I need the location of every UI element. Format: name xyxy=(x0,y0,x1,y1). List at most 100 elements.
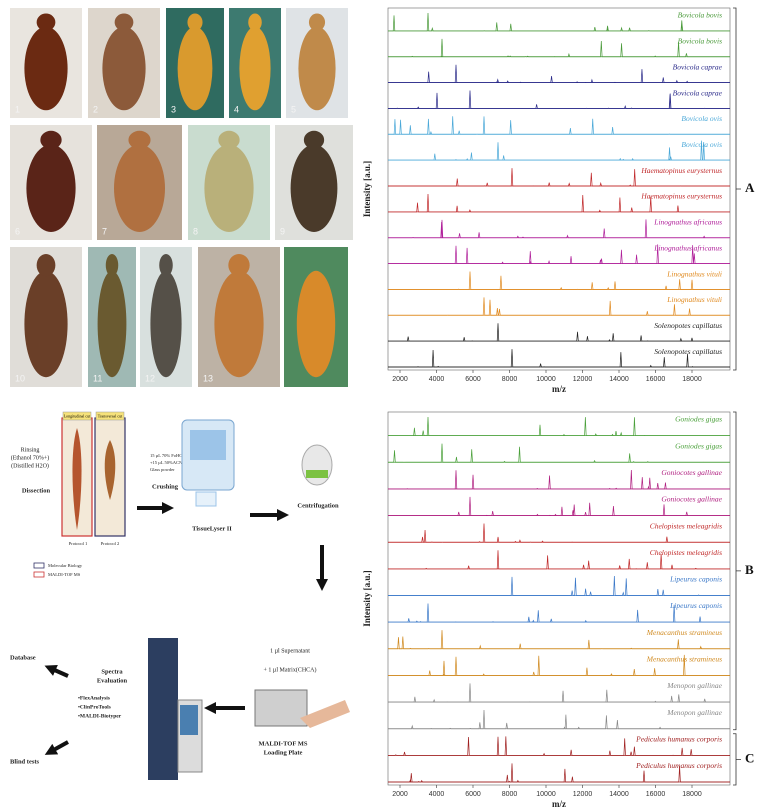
plot-frame xyxy=(387,7,731,371)
bracket xyxy=(733,7,741,371)
centrifuge-image xyxy=(301,444,333,486)
species-label: Menacanthus stramineus xyxy=(646,655,722,664)
louse-head xyxy=(105,254,119,277)
spectrum-trace xyxy=(388,550,730,570)
louse-head xyxy=(36,254,56,277)
x-tick-label: 10000 xyxy=(536,791,556,798)
text: Database xyxy=(10,654,36,661)
louse xyxy=(102,26,146,111)
species-label: Linognathus vituli xyxy=(666,295,722,304)
species-label: Haematopinus eurysternus xyxy=(640,166,722,175)
spectrum-trace xyxy=(388,140,730,161)
spectrum-trace xyxy=(388,736,730,756)
louse xyxy=(24,26,68,111)
louse-drawing xyxy=(72,428,82,530)
spectrum-trace xyxy=(388,244,730,264)
text: (Distilled H2O) xyxy=(11,462,49,469)
x-tick-label: 8000 xyxy=(502,791,518,798)
louse-head xyxy=(159,254,173,277)
species-label: Linognathus africanus xyxy=(653,243,722,252)
louse-head xyxy=(308,13,326,32)
louse-head xyxy=(228,254,250,277)
text: •ClinProTools xyxy=(78,704,111,710)
x-tick-label: 2000 xyxy=(392,791,408,798)
species-label: Bovicola caprae xyxy=(673,88,723,97)
bracket xyxy=(733,411,741,731)
photo-number: 10 xyxy=(15,373,25,383)
louse-head xyxy=(187,13,203,32)
x-tick-label: 6000 xyxy=(465,791,481,798)
louse-head xyxy=(36,13,56,32)
text: Evaluation xyxy=(97,677,128,684)
spectra-panels: Bovicola bovis Bovicola bovis Bovicola cap… xyxy=(362,7,755,809)
photo-number: 7 xyxy=(102,226,107,236)
text: Crushing xyxy=(152,483,179,490)
species-label: Menopon gallinae xyxy=(666,708,722,717)
species-label: Menopon gallinae xyxy=(666,681,722,690)
photo-number: 8 xyxy=(193,226,198,236)
photo-number: 12 xyxy=(145,373,155,383)
label-box xyxy=(62,411,92,421)
louse xyxy=(204,144,254,232)
label: Transversal cut xyxy=(98,413,123,418)
louse xyxy=(177,26,213,111)
louse xyxy=(214,270,264,378)
photo-number: 9 xyxy=(280,226,285,236)
x-tick-label: 16000 xyxy=(646,376,666,383)
species-label: Goniodes gigas xyxy=(675,441,722,450)
species-label: Goniocotes gallinae xyxy=(661,495,722,504)
louse-head xyxy=(248,13,262,32)
louse-drawing xyxy=(104,440,116,500)
louse xyxy=(239,26,271,111)
y-axis-label: Intensity [a.u.] xyxy=(362,161,372,217)
x-tick-label: 4000 xyxy=(429,791,445,798)
plate-image xyxy=(254,689,308,727)
x-axis-label: m/z xyxy=(552,799,566,809)
species-label: Menacanthus stramineus xyxy=(646,628,722,637)
photo-grid: 1 2 3 4 56 7 8 910 11 12 13 xyxy=(10,8,353,387)
spectrum-trace xyxy=(388,64,730,83)
species-label: Solenopotes capillatus xyxy=(654,347,722,356)
louse xyxy=(296,270,336,378)
species-label: Bovicola bovis xyxy=(678,37,722,46)
x-tick-label: 2000 xyxy=(392,376,408,383)
workflow: Longitudinal cut Transversal cut Rinsing… xyxy=(10,411,350,780)
x-tick-label: 18000 xyxy=(682,791,702,798)
species-label: Linognathus vituli xyxy=(666,269,722,278)
species-label: Bovicola bovis xyxy=(678,11,722,20)
spectrum-trace xyxy=(388,168,730,187)
text: Loading Plate xyxy=(264,749,303,756)
louse xyxy=(298,26,336,111)
photo-number: 1 xyxy=(15,104,20,114)
species-label: Goniocotes gallinae xyxy=(661,468,722,477)
x-tick-label: 10000 xyxy=(536,376,556,383)
louse-head xyxy=(128,130,151,150)
panel-letter: B xyxy=(745,562,754,577)
text: Protocol 2 xyxy=(101,541,120,546)
text: Centrifugation xyxy=(297,502,339,509)
spectrum-trace xyxy=(388,470,730,490)
y-axis-label: Intensity [a.u.] xyxy=(362,570,372,626)
photo-number: 2 xyxy=(93,104,98,114)
x-tick-label: 6000 xyxy=(465,376,481,383)
text: + 1 µl Matrix(CHCA) xyxy=(263,666,316,673)
text: 1 µl Supernatant xyxy=(270,648,310,654)
text: Blind tests xyxy=(10,758,40,765)
x-tick-label: 16000 xyxy=(646,791,666,798)
x-tick-label: 12000 xyxy=(573,376,593,383)
photo-number: 6 xyxy=(15,226,20,236)
text: Protocol 1 xyxy=(69,541,88,546)
spectrum-trace xyxy=(388,116,730,135)
instrument-image xyxy=(148,638,178,780)
species-label: Bovicola caprae xyxy=(673,62,723,71)
louse-head xyxy=(114,13,134,32)
species-label: Lipeurus caponis xyxy=(669,575,722,584)
louse xyxy=(26,144,76,232)
hand-image xyxy=(300,700,350,728)
species-label: Lipeurus caponis xyxy=(669,601,722,610)
louse-head xyxy=(218,130,240,150)
photo-number: 13 xyxy=(203,373,213,383)
spectrum-trace xyxy=(388,219,730,239)
species-label: Chelopistes meleagridis xyxy=(650,548,722,557)
